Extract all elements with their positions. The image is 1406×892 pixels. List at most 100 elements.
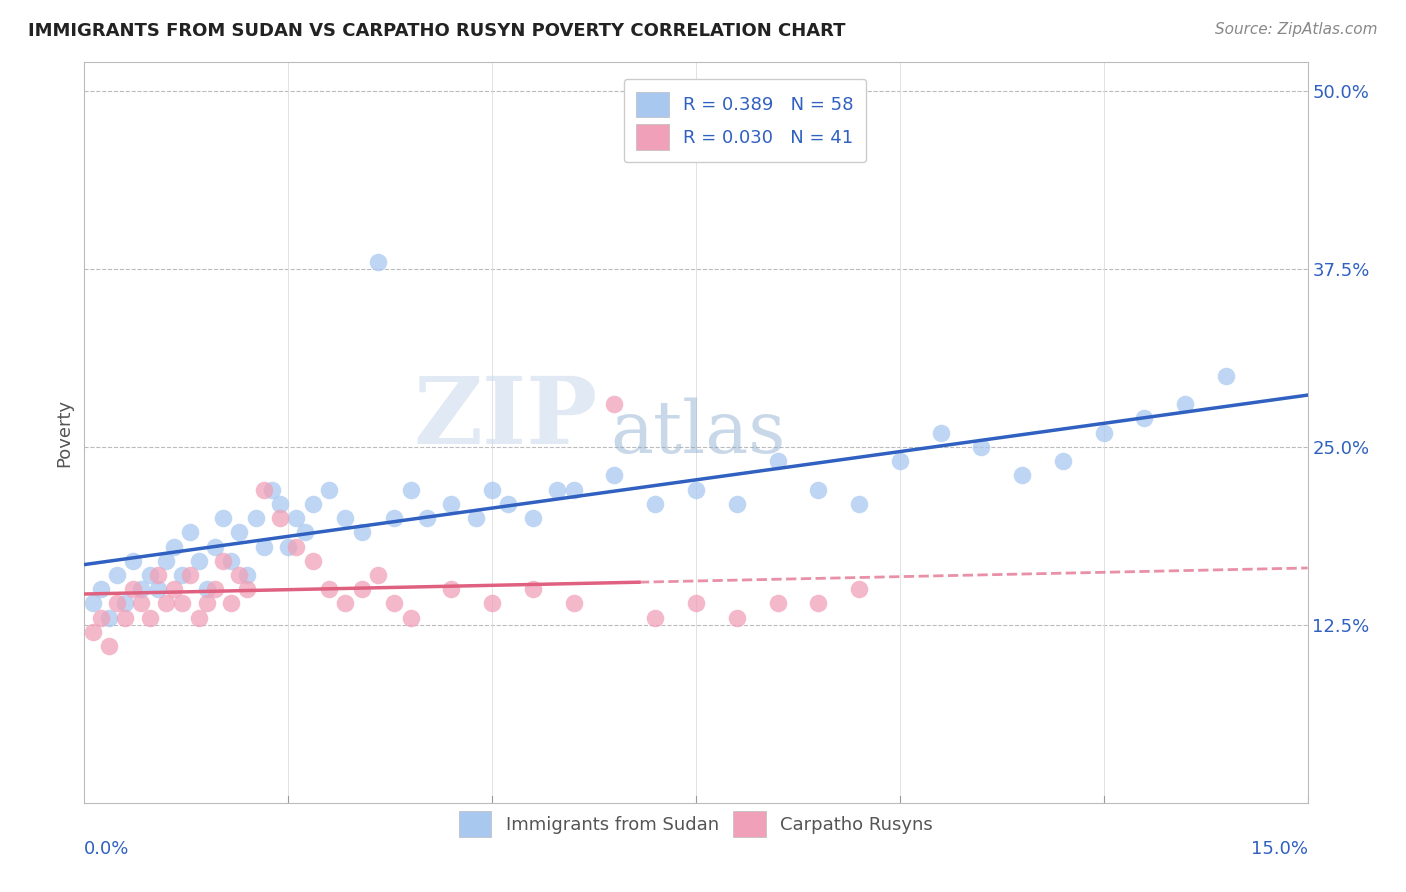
Point xyxy=(929,425,952,440)
Point xyxy=(163,540,186,554)
Point xyxy=(807,483,830,497)
Point xyxy=(114,597,136,611)
Text: Source: ZipAtlas.com: Source: ZipAtlas.com xyxy=(1215,22,1378,37)
Point xyxy=(179,525,201,540)
Point xyxy=(1011,468,1033,483)
Point xyxy=(269,511,291,525)
Point xyxy=(766,454,789,468)
Point xyxy=(1174,397,1197,411)
Point xyxy=(155,554,177,568)
Point xyxy=(318,582,340,597)
Point xyxy=(1133,411,1156,425)
Point xyxy=(219,597,242,611)
Point xyxy=(766,597,789,611)
Point xyxy=(725,610,748,624)
Point xyxy=(122,582,145,597)
Point xyxy=(155,597,177,611)
Point xyxy=(301,497,323,511)
Point xyxy=(335,597,357,611)
Point xyxy=(285,511,308,525)
Point xyxy=(163,582,186,597)
Point xyxy=(546,483,568,497)
Point xyxy=(90,582,112,597)
Point xyxy=(382,511,405,525)
Point xyxy=(416,511,439,525)
Point xyxy=(481,483,503,497)
Point xyxy=(685,597,707,611)
Point xyxy=(105,597,128,611)
Point xyxy=(498,497,520,511)
Point xyxy=(122,554,145,568)
Point xyxy=(367,254,389,268)
Point xyxy=(522,511,544,525)
Point xyxy=(318,483,340,497)
Text: atlas: atlas xyxy=(610,397,786,468)
Point xyxy=(644,497,666,511)
Point xyxy=(105,568,128,582)
Point xyxy=(131,582,153,597)
Point xyxy=(399,483,422,497)
Point xyxy=(236,568,259,582)
Point xyxy=(187,554,209,568)
Point xyxy=(138,610,160,624)
Point xyxy=(725,497,748,511)
Point xyxy=(848,497,870,511)
Point xyxy=(195,582,218,597)
Point xyxy=(464,511,486,525)
Point xyxy=(204,582,226,597)
Point xyxy=(382,597,405,611)
Point xyxy=(603,397,626,411)
Point xyxy=(236,582,259,597)
Point xyxy=(228,525,250,540)
Point xyxy=(285,540,308,554)
Point xyxy=(219,554,242,568)
Text: 15.0%: 15.0% xyxy=(1250,840,1308,858)
Point xyxy=(1215,368,1237,383)
Point xyxy=(138,568,160,582)
Point xyxy=(82,597,104,611)
Point xyxy=(212,554,235,568)
Point xyxy=(685,483,707,497)
Point xyxy=(603,468,626,483)
Point xyxy=(301,554,323,568)
Point xyxy=(848,582,870,597)
Point xyxy=(245,511,267,525)
Point xyxy=(212,511,235,525)
Point xyxy=(114,610,136,624)
Y-axis label: Poverty: Poverty xyxy=(55,399,73,467)
Point xyxy=(82,624,104,639)
Point xyxy=(253,540,276,554)
Point xyxy=(350,525,373,540)
Text: ZIP: ZIP xyxy=(413,373,598,463)
Point xyxy=(440,497,463,511)
Point xyxy=(269,497,291,511)
Point xyxy=(131,597,153,611)
Point xyxy=(1092,425,1115,440)
Point xyxy=(253,483,276,497)
Point xyxy=(146,568,169,582)
Point xyxy=(187,610,209,624)
Text: 0.0%: 0.0% xyxy=(84,840,129,858)
Point xyxy=(195,597,218,611)
Point xyxy=(294,525,316,540)
Point xyxy=(807,597,830,611)
Legend: Immigrants from Sudan, Carpatho Rusyns: Immigrants from Sudan, Carpatho Rusyns xyxy=(450,802,942,846)
Point xyxy=(97,639,120,653)
Point xyxy=(889,454,911,468)
Point xyxy=(335,511,357,525)
Point xyxy=(562,483,585,497)
Point xyxy=(1052,454,1074,468)
Point xyxy=(522,582,544,597)
Point xyxy=(228,568,250,582)
Point xyxy=(146,582,169,597)
Text: IMMIGRANTS FROM SUDAN VS CARPATHO RUSYN POVERTY CORRELATION CHART: IMMIGRANTS FROM SUDAN VS CARPATHO RUSYN … xyxy=(28,22,845,40)
Point xyxy=(90,610,112,624)
Point xyxy=(172,568,194,582)
Point xyxy=(440,582,463,597)
Point xyxy=(399,610,422,624)
Point xyxy=(277,540,299,554)
Point xyxy=(970,440,993,454)
Point xyxy=(179,568,201,582)
Point xyxy=(260,483,283,497)
Point xyxy=(204,540,226,554)
